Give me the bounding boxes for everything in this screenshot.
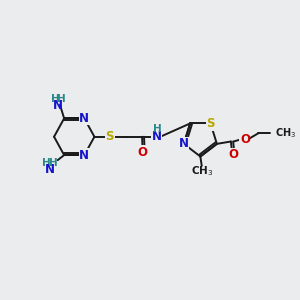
Text: N: N	[152, 130, 162, 143]
Text: O: O	[138, 146, 148, 159]
Text: N: N	[179, 137, 189, 150]
Text: H: H	[153, 124, 162, 134]
Text: N: N	[53, 99, 63, 112]
Text: S: S	[206, 117, 215, 130]
Text: O: O	[228, 148, 238, 161]
Text: N: N	[79, 148, 89, 162]
Text: CH$_3$: CH$_3$	[274, 126, 296, 140]
Text: O: O	[240, 133, 250, 146]
Text: H: H	[57, 94, 66, 104]
Text: S: S	[106, 130, 114, 143]
Text: H: H	[49, 158, 57, 168]
Text: N: N	[79, 112, 89, 125]
Text: H: H	[42, 158, 51, 168]
Text: H: H	[50, 94, 59, 104]
Text: CH$_3$: CH$_3$	[191, 164, 214, 178]
Text: N: N	[45, 163, 55, 176]
